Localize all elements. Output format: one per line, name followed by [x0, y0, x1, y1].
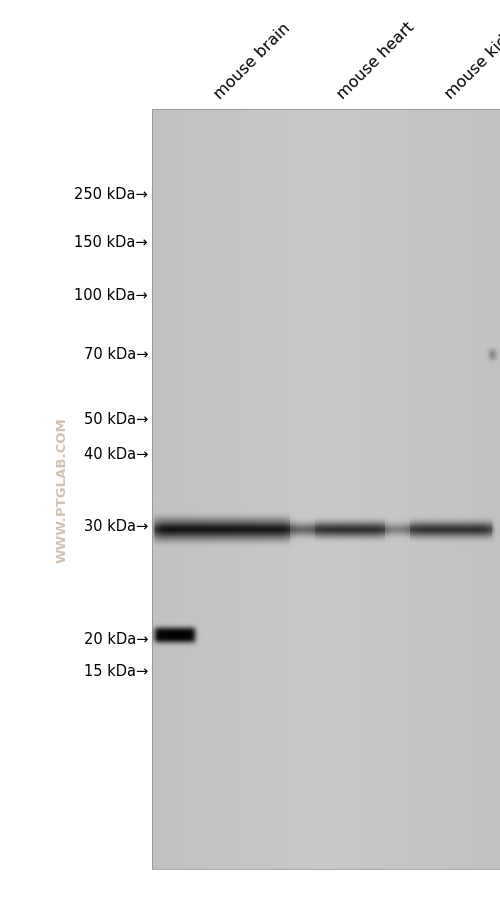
- Text: 150 kDa→: 150 kDa→: [74, 235, 148, 250]
- Text: mouse brain: mouse brain: [212, 21, 293, 102]
- Text: 15 kDa→: 15 kDa→: [84, 664, 148, 678]
- Text: 20 kDa→: 20 kDa→: [84, 631, 148, 647]
- Text: 100 kDa→: 100 kDa→: [74, 288, 148, 303]
- Text: 50 kDa→: 50 kDa→: [84, 412, 148, 427]
- Text: mouse kidney: mouse kidney: [442, 12, 500, 102]
- Text: 30 kDa→: 30 kDa→: [84, 519, 148, 534]
- Text: mouse heart: mouse heart: [334, 19, 417, 102]
- Text: 40 kDa→: 40 kDa→: [84, 447, 148, 462]
- Text: 70 kDa→: 70 kDa→: [84, 347, 148, 362]
- Text: 250 kDa→: 250 kDa→: [74, 188, 148, 202]
- Bar: [152, 110, 500, 869]
- Text: WWW.PTGLAB.COM: WWW.PTGLAB.COM: [56, 417, 68, 562]
